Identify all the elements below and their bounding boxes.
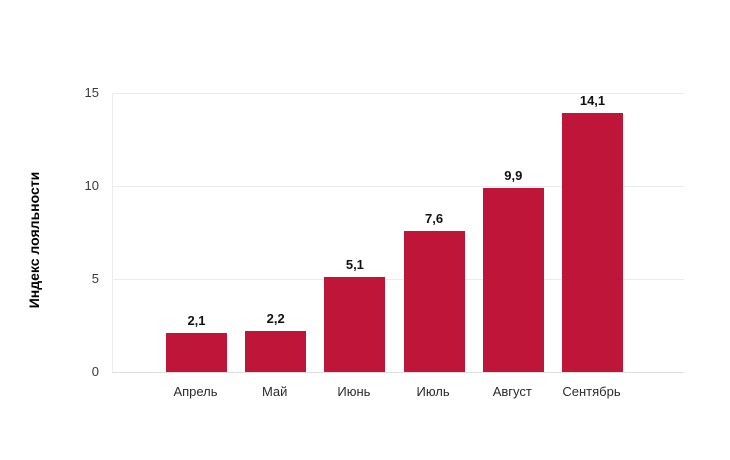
y-axis-tick-label-0: 0 — [91, 364, 99, 379]
x-axis-label-Июль: Июль — [416, 384, 450, 399]
x-axis-label-Май: Май — [261, 384, 288, 399]
bar-value-label: 7,6 — [425, 210, 444, 226]
bar-group-Апрель: 2,1 — [166, 93, 227, 372]
plot-area: 2,1 2,2 5,1 7,6 9,9 14,1 — [112, 93, 684, 373]
bar — [482, 187, 544, 372]
x-axis-label-Август: Август — [492, 384, 532, 399]
y-axis-tick-label-5: 5 — [91, 271, 99, 286]
bar-value-label: 5,1 — [345, 257, 364, 273]
bar — [245, 331, 307, 372]
y-axis-tick-label-15: 15 — [84, 85, 99, 100]
gridline-y-5 — [113, 279, 684, 280]
bar — [562, 113, 623, 372]
bar — [403, 230, 465, 372]
bar-value-label: 2,2 — [266, 311, 285, 327]
bar-value-label: 2,1 — [187, 312, 206, 328]
bar — [166, 332, 227, 372]
x-axis-label-Апрель: Апрель — [173, 384, 218, 399]
bar-group-Май: 2,2 — [245, 93, 307, 372]
x-axis-label-Сентябрь: Сентябрь — [562, 384, 621, 399]
bar-group-Сентябрь: 14,1 — [562, 93, 623, 372]
bar-value-label: 9,9 — [504, 167, 523, 183]
gridline-y-15 — [113, 93, 684, 94]
bar-group-Июнь: 5,1 — [324, 93, 386, 372]
bar-group-Август: 9,9 — [482, 93, 544, 372]
bar — [324, 277, 386, 372]
bar-group-Июль: 7,6 — [403, 93, 465, 372]
bar-value-label: 14,1 — [579, 93, 606, 108]
x-axis-label-Июнь: Июнь — [337, 384, 371, 399]
gridline-y-10 — [113, 186, 684, 187]
y-axis-tick-label-10: 10 — [84, 178, 99, 193]
